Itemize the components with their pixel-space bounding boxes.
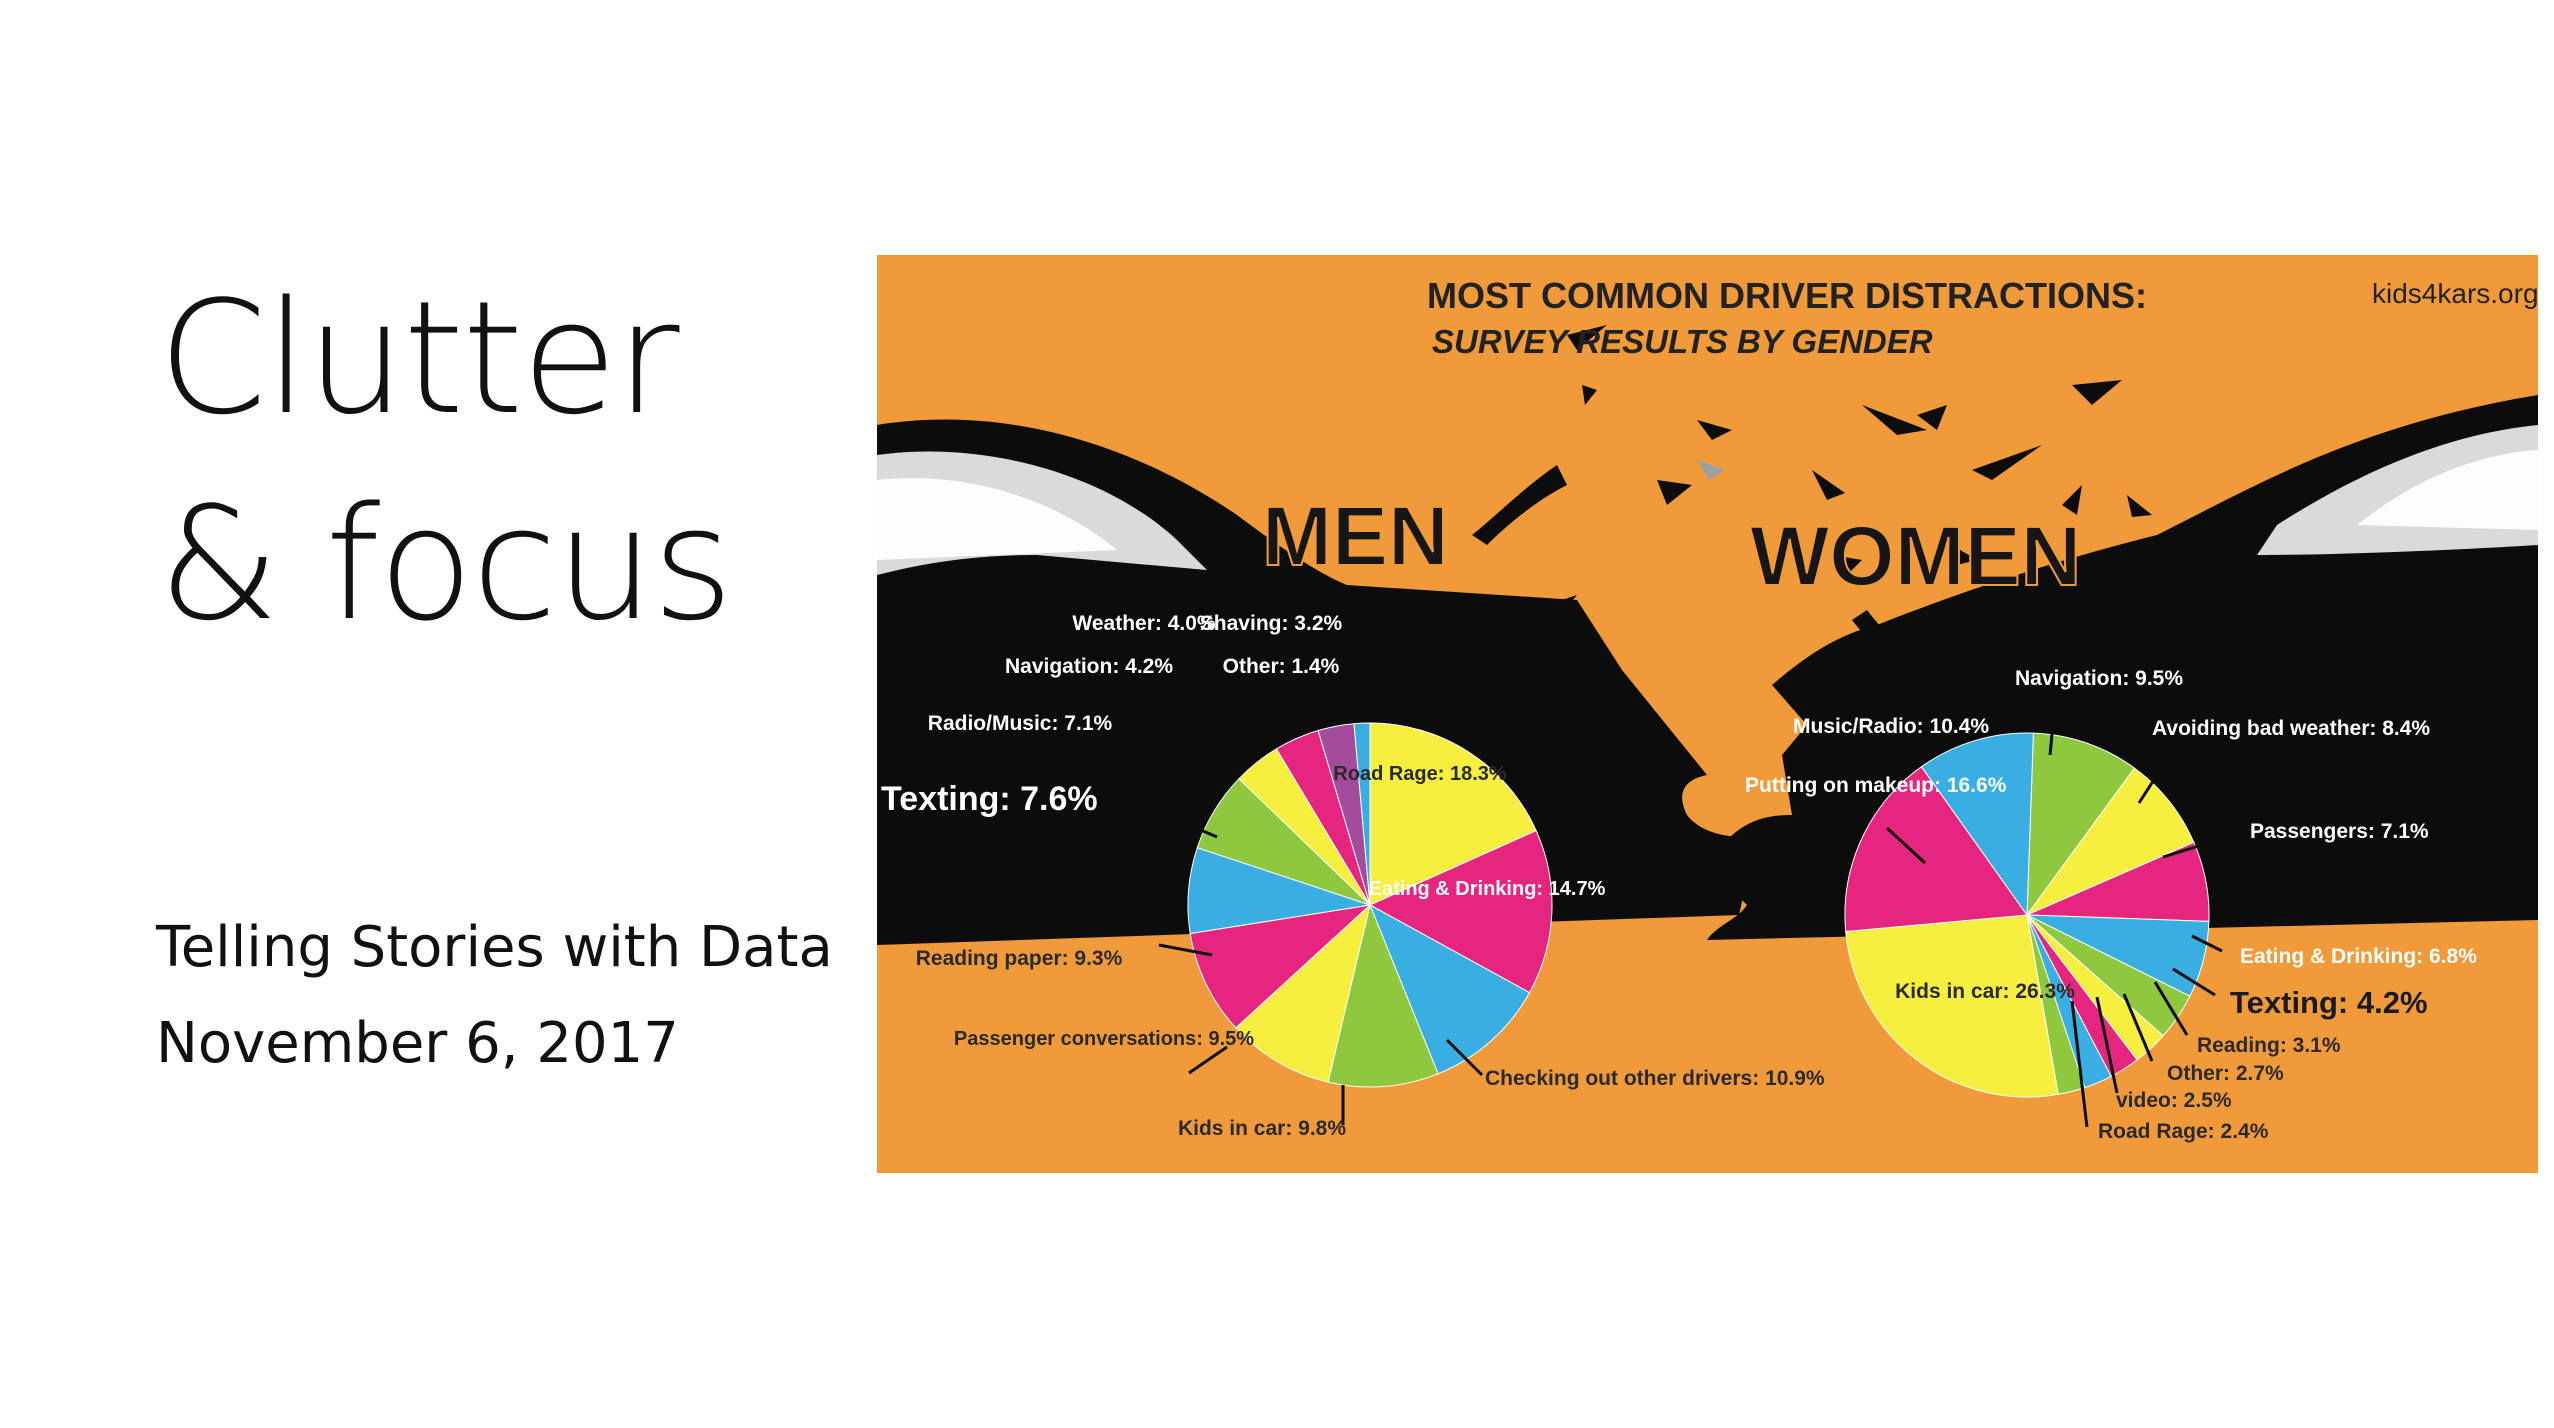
women-label-video: video: 2.5% [2116,1089,2232,1112]
men-slice-reading-paper [1189,904,1372,1029]
men-label-eating-drinking: Eating & Drinking: 14.7% [1369,878,1606,900]
title-line-2: & focus [158,473,734,655]
men-label-checking-out-other-drivers: Checking out other drivers: 10.9% [1485,1067,1825,1090]
callout-labels: Road Rage: 18.3% Eating & Drinking: 14.7%… [881,612,2477,1143]
women-leader-line [2172,967,2216,997]
men-leader-line [1188,1045,1228,1075]
men-slice-road-rage [1369,722,1537,906]
source-credit: kids4kars.org [2372,278,2538,309]
women-label-eating-drinking: Eating & Drinking: 6.8% [2240,945,2477,968]
men-slice-other [1353,722,1371,906]
women-leader-line [2137,774,2159,804]
women-leader-line [2191,934,2223,953]
women-label-navigation: Navigation: 9.5% [2015,667,2183,690]
collision-debris [1472,325,2152,895]
women-label-passengers: Passengers: 7.1% [2250,820,2429,843]
men-chart-title: MEN [1262,489,1449,583]
course-name: Telling Stories with Data [156,915,833,980]
women-leader-line [2070,1000,2089,1128]
infographic-subtitle: SURVEY RESULTS BY GENDER [1432,323,1933,360]
women-label-road-rage: Road Rage: 2.4% [2098,1120,2269,1143]
women-leader-line [2153,981,2189,1036]
title-line-1: Clutter [158,267,680,449]
men-leader-line [1158,943,1213,957]
men-leader-line [1251,681,1272,728]
women-label-music-radio: Music/Radio: 10.4% [1793,715,1989,738]
slide-title: Clutter & focus [158,255,734,667]
men-label-weather: Weather: 4.0% [1072,612,1215,635]
men-label-kids-in-car: Kids in car: 9.8% [1178,1117,1346,1140]
women-leader-line [2095,996,2119,1094]
women-slice-putting-on-makeup [1844,766,2028,933]
women-leader-line [2048,702,2057,756]
lecture-date: November 6, 2017 [156,1011,679,1076]
men-pie-chart [1187,722,1553,1088]
men-leader-line [1303,639,1317,714]
men-label-other: Other: 1.4% [1223,655,1340,678]
women-label-other: Other: 2.7% [2167,1062,2284,1085]
men-label-road-rage: Road Rage: 18.3% [1333,763,1507,785]
women-label-avoiding-bad-weather: Avoiding bad weather: 8.4% [2152,717,2430,740]
women-pie-chart [1844,732,2210,1098]
callout-lines [1142,639,2223,1128]
women-slice-avoiding-bad-weather [2025,767,2195,917]
men-label-navigation: Navigation: 4.2% [1005,655,1173,678]
men-label-texting: Texting: 7.6% [881,780,1098,818]
left-car-silhouette [877,419,1757,945]
women-leader-line [2162,843,2203,859]
women-label-putting-on-makeup: Putting on makeup: 16.6% [1745,774,2007,797]
men-slice-kids-in-car [1327,903,1439,1088]
men-label-passenger-conversations: Passenger conversations: 9.5% [954,1028,1254,1050]
men-slice-eating-drinking [1368,829,1553,994]
women-label-reading: Reading: 3.1% [2197,1034,2341,1057]
women-chart-title: WOMEN [1750,509,2081,603]
slide-subtitle-block: Telling Stories with Data November 6, 20… [156,900,833,1092]
men-slice-passenger-conversations [1235,903,1371,1083]
infographic-canvas: Road Rage: 18.3% Eating & Drinking: 14.7%… [877,255,2538,1173]
men-label-reading-paper: Reading paper: 9.3% [916,947,1123,970]
women-leader-line [1885,826,1927,865]
women-slice-kids-in-car [1845,914,2059,1098]
men-label-radio-music: Radio/Music: 7.1% [928,712,1113,735]
driver-distractions-infographic: Road Rage: 18.3% Eating & Drinking: 14.7%… [877,255,2538,1173]
men-leader-line [1142,803,1218,839]
women-slice-navigation [2026,732,2136,917]
infographic-title: MOST COMMON DRIVER DISTRACTIONS: [1427,275,2147,316]
men-slice-checking-out-other-drivers [1369,903,1531,1075]
women-leader-line [2122,993,2154,1062]
women-label-texting: Texting: 4.2% [2230,985,2428,1020]
men-leader-line [1194,741,1231,762]
men-leader-line [1445,1038,1484,1077]
men-label-shaving: Shaving: 3.2% [1200,612,1343,635]
women-label-kids-in-car: Kids in car: 26.3% [1895,980,2075,1003]
women-slice-music-radio [1920,732,2034,917]
